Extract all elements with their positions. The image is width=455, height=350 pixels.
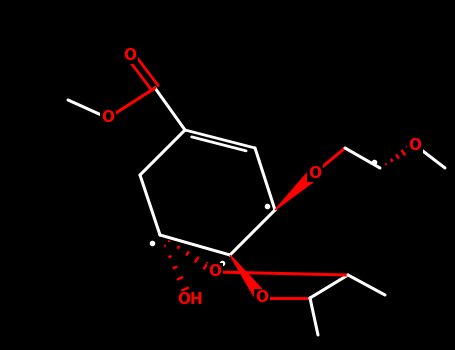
Polygon shape bbox=[275, 169, 319, 210]
Text: OH: OH bbox=[177, 293, 203, 308]
Polygon shape bbox=[230, 255, 267, 302]
Text: O: O bbox=[123, 48, 136, 63]
Text: O: O bbox=[101, 111, 115, 126]
Text: O: O bbox=[409, 138, 421, 153]
Text: O: O bbox=[256, 290, 268, 306]
Text: O: O bbox=[308, 166, 322, 181]
Text: O: O bbox=[208, 265, 222, 280]
